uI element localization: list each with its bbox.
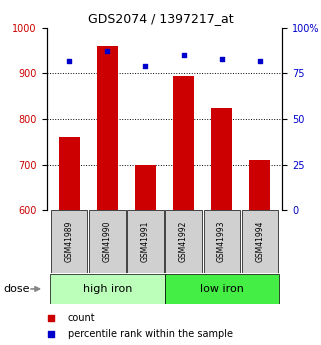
Text: dose: dose [3, 284, 30, 294]
Bar [89, 210, 126, 273]
Text: GSM41990: GSM41990 [103, 221, 112, 262]
Point [257, 58, 262, 63]
Bar [249, 160, 270, 210]
Bar [97, 46, 118, 210]
Point [105, 49, 110, 54]
Text: GSM41992: GSM41992 [179, 221, 188, 262]
Text: low iron: low iron [200, 284, 244, 294]
Bar [51, 210, 87, 273]
Text: count: count [68, 313, 95, 323]
Bar [50, 274, 165, 304]
Point [143, 63, 148, 69]
Bar [211, 108, 232, 210]
Bar [135, 165, 156, 210]
Bar [242, 210, 278, 273]
Bar [127, 210, 164, 273]
Point [67, 58, 72, 63]
Bar [165, 274, 279, 304]
Text: GDS2074 / 1397217_at: GDS2074 / 1397217_at [88, 12, 233, 25]
Bar [59, 137, 80, 210]
Bar [173, 76, 194, 210]
Text: GSM41991: GSM41991 [141, 221, 150, 262]
Text: high iron: high iron [83, 284, 132, 294]
Point [49, 315, 54, 321]
Bar [165, 210, 202, 273]
Bar [204, 210, 240, 273]
Point [181, 52, 186, 58]
Text: GSM41993: GSM41993 [217, 221, 226, 262]
Text: GSM41989: GSM41989 [65, 221, 74, 262]
Text: percentile rank within the sample: percentile rank within the sample [68, 329, 233, 339]
Point [219, 56, 224, 61]
Text: GSM41994: GSM41994 [255, 221, 264, 262]
Point [49, 331, 54, 337]
